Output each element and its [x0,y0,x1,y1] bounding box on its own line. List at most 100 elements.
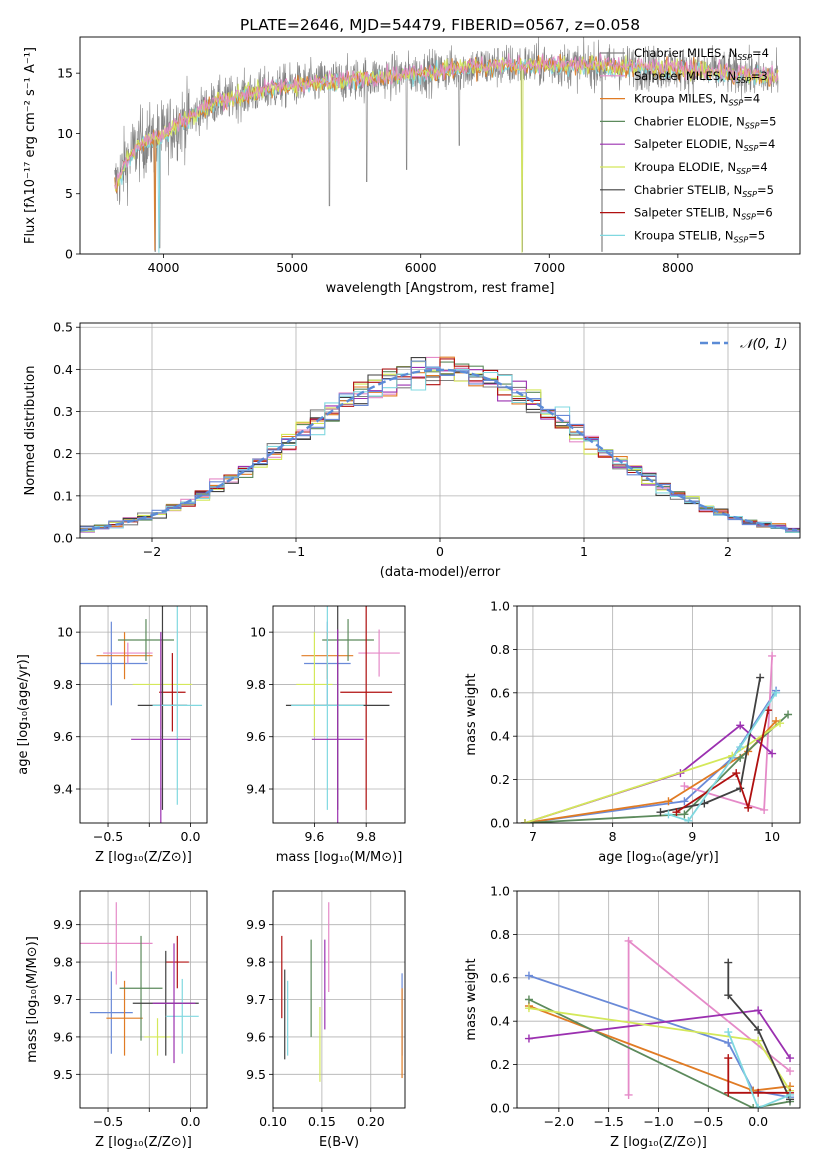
legend-label-value: =6 [756,206,773,220]
y-axis-label: Flux [fλ10⁻¹⁷ erg cm⁻² s⁻¹ A⁻¹] [23,47,38,244]
legend-label-subscript: SSP [745,121,760,130]
legend-label: Kroupa ELODIE, NSSP=4 [634,160,768,176]
legend-label: Salpeter STELIB, NSSP=6 [634,206,773,222]
x-tick-label: −0.5 [693,1114,723,1129]
weight-point-marker [786,1067,795,1076]
normal-curve-line [80,368,798,532]
residual-histogram-panel: −2 −1 0 1 2 0.0 0.1 0.2 0.3 0.4 0.5 (data-model)/er… [23,320,801,580]
x-tick-label: 9.8 [356,829,376,844]
legend-label: Chabrier STELIB, NSSP=5 [634,183,774,199]
legend-label: Kroupa MILES, NSSP=4 [634,92,760,108]
y-tick-label: 0.6 [490,685,510,700]
legend-label-text: Kroupa ELODIE, N [634,160,736,174]
y-tick-label: 9.5 [246,1067,266,1082]
axes-frame [79,890,208,1109]
weight-series-line [727,1058,790,1094]
y-axis-label: age [log₁₀(age/yr)] [16,654,31,775]
legend-label-text: Chabrier MILES, N [634,46,737,60]
weight-point-marker [754,1036,763,1045]
weight-point-marker [736,743,745,752]
legend-label: Chabrier MILES, NSSP=4 [634,46,769,62]
weight-point-marker [786,1054,795,1063]
legend-label-subscript: SSP [736,167,751,176]
legend-label: Chabrier ELODIE, NSSP=5 [634,114,776,130]
legend-label-value: =4 [758,137,775,151]
x-tick-label: 5000 [276,260,308,275]
weight-point-marker [724,1028,733,1037]
y-tick-label: 0.0 [490,816,510,831]
weight-point-marker [768,749,777,758]
axes-frame [79,322,801,539]
mass-weight-vs-metallicity-panel: −2.0 −1.5 −1.0 −0.5 0.0 0.0 0.2 0.4 0.6 0.8 1.0 Z [… [464,884,801,1150]
model-spectrum-line [114,51,779,190]
y-tick-label: 0.8 [490,642,510,657]
y-tick-label: 0.4 [53,362,73,377]
weight-point-marker [724,1088,733,1097]
y-tick-label: 9.6 [246,1029,266,1044]
weight-series-line [660,677,761,813]
legend-label-subscript: SSP [744,144,759,153]
x-tick-label: 0 [436,544,444,559]
weight-series [524,936,795,1108]
y-tick-label: 9.9 [53,917,73,932]
figure-title: PLATE=2646, MJD=54479, FIBERID=0567, z=0… [240,16,640,34]
y-tick-label: 0.2 [490,1057,510,1072]
histogram-step-line [80,358,800,533]
x-tick-label: 1 [580,544,588,559]
y-tick-label: 0 [65,247,73,262]
y-tick-label: 0.4 [490,1014,510,1029]
weight-point-marker [724,991,733,1000]
y-tick-label: 9.4 [246,782,266,797]
legend-label: 𝒩(0, 1) [740,337,787,352]
x-tick-label: −2 [143,544,161,559]
legend-label-text: Kroupa MILES, N [634,92,729,106]
weight-point-marker [684,816,693,823]
weight-point-marker [724,1038,733,1047]
weight-point-marker [776,719,785,728]
y-axis-label: mass [log₁₀(M/M⊙)] [25,936,40,1063]
y-tick-label: 0.5 [53,320,73,335]
axes-frame [79,36,801,255]
x-tick-label: 0.10 [259,1114,287,1129]
weight-point-marker [624,936,633,945]
weight-point-marker [754,1104,763,1108]
mass-weight-vs-age-panel: 7 8 9 10 0.0 0.2 0.4 0.6 0.8 1.0 age [log₁₀(age/yr… [464,599,801,865]
weight-point-marker [756,673,765,682]
x-tick-label: −0.5 [93,1114,123,1129]
legend-label-subscript: SSP [734,235,749,244]
x-tick-label: 7000 [533,260,565,275]
weight-series-line [727,962,791,1100]
weight-series-line [528,998,791,1108]
legend-label-subscript: SSP [737,53,752,62]
y-tick-label: 10 [250,625,266,640]
x-axis-label: wavelength [Angstrom, rest frame] [326,281,555,296]
y-tick-label: 9.8 [246,677,266,692]
weight-series [520,651,793,823]
weight-point-marker [736,753,745,762]
y-tick-label: 9.7 [246,992,266,1007]
legend-label: Salpeter MILES, NSSP=3 [634,69,768,85]
weight-point-marker [754,1088,763,1097]
x-axis-label: E(B-V) [319,1135,359,1150]
axes-frame [516,605,801,824]
x-axis-label: Z [log₁₀(Z/Z⊙)] [95,1135,192,1150]
y-tick-label: 9.8 [53,677,73,692]
legend-label-text: Kroupa STELIB, N [634,228,734,242]
x-tick-label: 0.20 [357,1114,385,1129]
age-vs-metallicity-panel: −0.5 0.0 9.4 9.6 9.8 10 Z [log₁₀(Z/Z⊙)] age [lo… [16,605,208,865]
weight-point-marker [700,799,709,808]
x-tick-label: −1.0 [643,1114,673,1129]
y-tick-label: 9.4 [53,782,73,797]
weight-point-marker [754,1025,763,1034]
weight-point-marker [724,1054,733,1063]
x-tick-label: 9.6 [304,829,324,844]
weight-point-marker [524,1004,533,1013]
axes-frame [79,605,208,824]
x-tick-label: 9 [688,829,696,844]
y-tick-label: 0.0 [53,531,73,546]
weight-point-marker [786,1090,795,1099]
weight-point-marker [524,995,533,1004]
y-tick-label: 9.9 [246,917,266,932]
x-tick-label: 2 [724,544,732,559]
weight-series-line [524,690,777,823]
